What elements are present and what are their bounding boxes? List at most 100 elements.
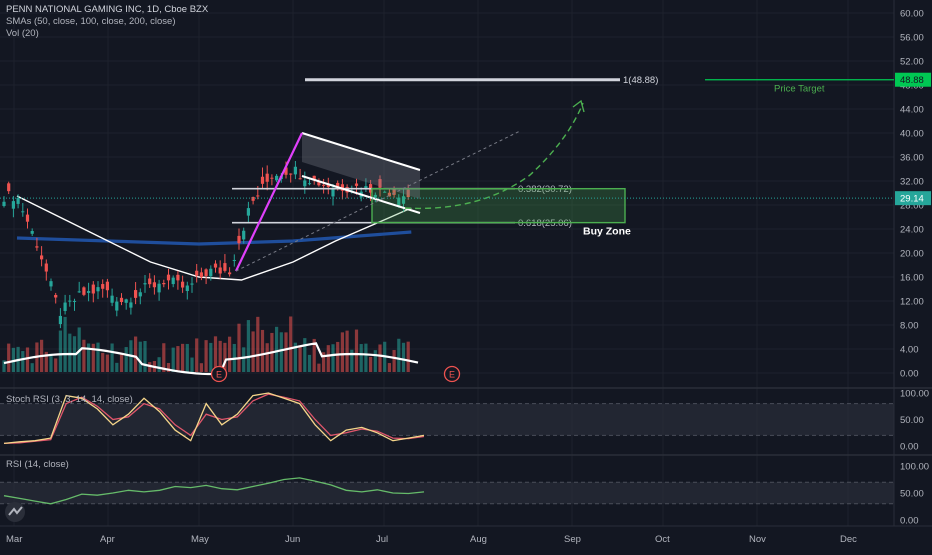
flag-channel-fill [302,133,420,199]
candle-body [110,295,114,303]
y-tick-label: 12.00 [900,297,924,308]
candle-body [115,301,119,311]
volume-bar [228,336,232,372]
candle-body [340,184,344,191]
candle-body [2,201,6,207]
candle-body [30,230,34,234]
candle-body [199,272,203,278]
candle-body [152,282,156,288]
x-tick-label: Nov [749,534,766,545]
candle-body [11,201,15,209]
flag-upper-line [301,132,421,171]
volume-bar [275,326,279,372]
buy-zone-label: Buy Zone [583,226,631,238]
target-price-badge [895,72,931,87]
projection-path [404,102,584,210]
volume-bar [204,340,208,372]
candle-body [336,182,340,187]
y-tick-label: 28.00 [900,201,924,212]
stoch-d-line [3,393,425,445]
volume-bar [336,341,340,372]
candle-body [298,178,302,180]
x-tick-label: May [191,534,209,545]
candle-body [317,180,321,186]
candle-body [387,192,391,197]
earnings-marker [443,365,461,383]
x-tick-label: Aug [470,534,487,545]
candle-body [176,274,180,281]
target-level-label: 1(48.88) [623,75,658,86]
volume-bar [298,346,302,372]
volume-bar [293,342,297,372]
candle-body [96,287,100,292]
candle-body [213,263,218,268]
legend-main: PENN NATIONAL GAMING INC, 1D, Cboe BZX S… [6,4,208,40]
candle-body [129,302,133,308]
candle-body [40,255,44,260]
candle-body [270,177,274,179]
y-tick-label: 24.00 [900,225,924,236]
x-tick-label: Jul [376,534,388,545]
volume-bar [115,362,119,372]
volume-bar [307,354,312,372]
volume-bar [181,343,185,372]
candle-body [260,176,265,184]
candle-body [383,191,387,193]
volume-bar [350,349,354,372]
candle-body [21,211,25,213]
candle-body [171,277,175,285]
price-target-label: Price Target [774,84,825,95]
volume-bar [148,362,152,372]
volume-bar [354,329,359,372]
current-price-badge [895,191,931,206]
volume-bar [359,344,363,372]
volume-bar [134,336,138,372]
candle-body [275,175,279,181]
candle-body [119,297,124,303]
candle-body [143,283,147,285]
x-tick-label: Oct [655,534,670,545]
y-tick-label: 0.00 [900,369,919,380]
candle-body [54,294,58,298]
candle-body [204,269,208,276]
volume-bar [369,356,373,372]
candle-body [63,302,67,311]
volume-bar [68,333,72,372]
volume-bar [21,351,25,372]
stoch-y-tick: 0.00 [900,442,919,453]
volume-bar [401,342,406,372]
earnings-marker [210,365,228,383]
rsi-line [3,477,425,505]
volume-bar [195,338,199,372]
volume-bar [340,332,344,372]
volume-bar [237,323,241,372]
candle-body [181,281,185,288]
y-tick-label: 8.00 [900,321,919,332]
volume-bar [82,339,86,372]
candle-body [232,259,236,261]
candle-body [134,290,138,298]
volume-bar [326,345,330,372]
candle-body [44,263,48,272]
candle-body [157,283,161,293]
legend-title: PENN NATIONAL GAMING INC, 1D, Cboe BZX [6,4,209,15]
legend-rsi: RSI (14, close) [6,459,69,470]
rsi-band [0,482,894,504]
candle-body [72,300,77,302]
candle-body [190,283,194,285]
x-tick-label: Apr [100,534,115,545]
candle-body [237,235,241,244]
volume-bar [209,342,213,372]
projection-arrowhead [572,99,585,113]
volume-bar [345,330,349,372]
candle-body [49,281,53,287]
volume-bar [11,347,15,372]
candle-body [251,196,255,201]
candle-body [138,292,142,297]
volume-bar [30,363,34,372]
volume-bar [63,316,67,372]
stoch-k-line [3,392,425,445]
